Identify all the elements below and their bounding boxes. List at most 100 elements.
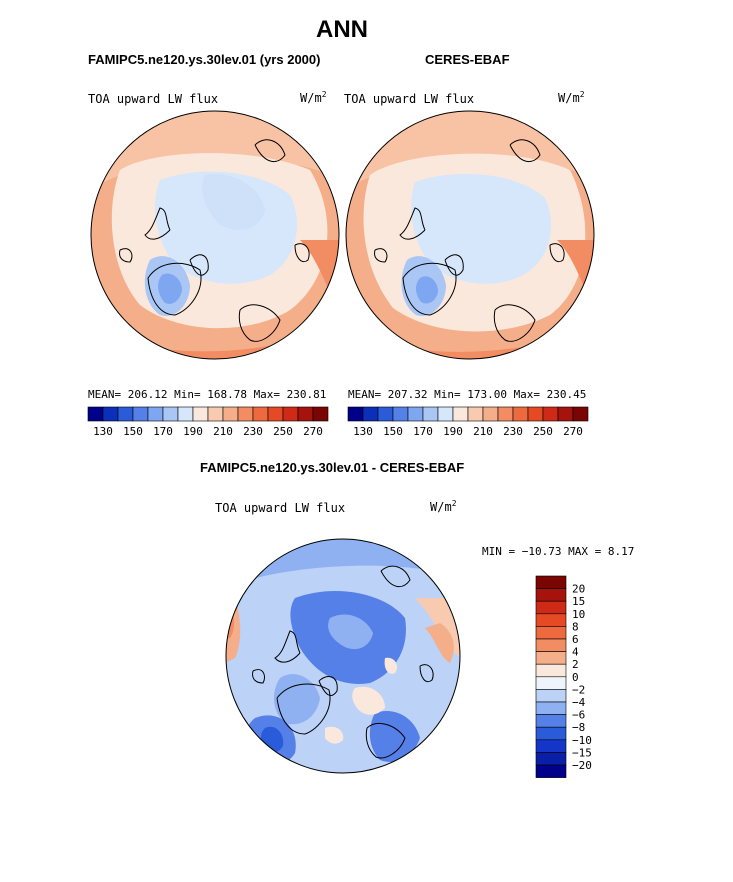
diff-colorbar-cell (535, 701, 567, 715)
diff-colorbar-tick-label: −20 (572, 759, 592, 772)
model-colorbar-cell (117, 406, 134, 422)
model-colorbar-cell (87, 406, 104, 422)
diff-colorbar-tick-label: −6 (572, 709, 585, 722)
diff-polar-map (225, 538, 461, 774)
model-colorbar-tick-label: 150 (123, 425, 143, 438)
obs-map-border (345, 110, 595, 360)
diff-colorbar-tick-label: −4 (572, 696, 586, 709)
diff-colorbar-cell (535, 739, 567, 753)
obs-colorbar-cell (392, 406, 409, 422)
obs-colorbar-tick-label: 230 (503, 425, 523, 438)
model-colorbar-cell (147, 406, 164, 422)
model-colorbar-cell (177, 406, 194, 422)
diff-colorbar-cell (535, 726, 567, 741)
obs-colorbar-cell (377, 406, 394, 422)
obs-variable-label: TOA upward LW flux (344, 92, 475, 106)
diff-colorbar-tick-label: −2 (572, 683, 585, 696)
obs-colorbar-cell (497, 406, 514, 422)
obs-colorbar-cell (452, 406, 469, 422)
obs-colorbar-tick-label: 150 (383, 425, 403, 438)
diff-panel-header: FAMIPC5.ne120.ys.30lev.01 - CERES-EBAF (200, 460, 465, 475)
diff-colorbar-cell (535, 600, 567, 615)
obs-colorbar-tick-label: 130 (353, 425, 373, 438)
diff-colorbar-cell (535, 613, 567, 627)
model-colorbar-cell (222, 406, 239, 422)
diff-colorbar-tick-label: 15 (572, 595, 585, 608)
model-colorbar-tick-label: 250 (273, 425, 293, 438)
obs-colorbar-cell (422, 406, 439, 422)
model-colorbar-cell (207, 406, 224, 422)
obs-colorbar-cell (482, 406, 499, 422)
diff-colorbar-cell (535, 764, 567, 778)
obs-colorbar-tick-label: 190 (443, 425, 463, 438)
model-colorbar: 130 150 170 190 210 230 250 270 (87, 406, 329, 438)
diff-map-border (225, 538, 461, 774)
model-colorbar-cell (132, 406, 149, 422)
diff-units-text: W/m (430, 500, 452, 514)
obs-units-exp: 2 (579, 90, 585, 99)
diff-colorbar-tick-label: 0 (572, 671, 579, 684)
obs-colorbar-cell (407, 406, 424, 422)
model-colorbar-cell (192, 406, 209, 422)
obs-colorbar-tick-label: 250 (533, 425, 553, 438)
obs-colorbar-cell (572, 406, 589, 422)
model-colorbar-tick-label: 270 (303, 425, 323, 438)
diff-colorbar-cell (535, 638, 567, 652)
obs-stats: MEAN= 207.32 Min= 173.00 Max= 230.45 (348, 388, 587, 401)
diff-colorbar-cell (535, 752, 567, 766)
model-polar-map (90, 110, 340, 360)
diff-colorbar-tick-label: 8 (572, 620, 579, 633)
model-colorbar-tick-label: 130 (93, 425, 113, 438)
obs-colorbar: 130 150 170 190 210 230 250 270 (347, 406, 589, 438)
obs-colorbar-cell (527, 406, 544, 422)
diff-colorbar-cell (535, 588, 567, 602)
model-colorbar-cell (162, 406, 179, 422)
model-units-text: W/m (300, 91, 322, 105)
obs-colorbar-tick-label: 210 (473, 425, 493, 438)
diff-colorbar-cell (535, 651, 567, 665)
model-stats: MEAN= 206.12 Min= 168.78 Max= 230.81 (88, 388, 327, 401)
diff-colorbar-cell (535, 689, 567, 703)
model-colorbar-tick-label: 170 (153, 425, 173, 438)
model-units-label: W/m2 (300, 90, 327, 105)
model-colorbar-tick-label: 210 (213, 425, 233, 438)
model-variable-label: TOA upward LW flux (88, 92, 219, 106)
diff-colorbar-cell (535, 714, 567, 728)
diff-colorbar-tick-label: 20 (572, 583, 585, 596)
diff-colorbar-cell (535, 575, 567, 589)
obs-panel-header: CERES-EBAF (425, 52, 510, 67)
model-units-exp: 2 (321, 90, 327, 99)
obs-colorbar-cell (557, 406, 574, 422)
obs-units-text: W/m (558, 91, 580, 105)
model-colorbar-cell (252, 406, 269, 422)
model-panel-header: FAMIPC5.ne120.ys.30lev.01 (yrs 2000) (88, 52, 321, 67)
model-colorbar-tick-label: 230 (243, 425, 263, 438)
model-colorbar-cell (237, 406, 254, 422)
model-colorbar-tick-label: 190 (183, 425, 203, 438)
diff-colorbar-cell (535, 626, 567, 640)
diff-colorbar-cell (535, 676, 567, 690)
diff-colorbar-tick-label: −8 (572, 721, 585, 734)
diff-units-label: W/m2 (430, 499, 457, 514)
main-title: ANN (316, 16, 368, 43)
model-colorbar-cell (297, 406, 314, 422)
diff-colorbar-tick-label: −15 (572, 746, 592, 759)
obs-colorbar-cell (362, 406, 379, 422)
obs-colorbar-cell (512, 406, 529, 422)
obs-colorbar-cell (467, 406, 484, 422)
diff-variable-label: TOA upward LW flux (215, 501, 346, 515)
model-colorbar-cell (312, 406, 329, 422)
obs-units-label: W/m2 (558, 90, 585, 105)
obs-colorbar-cell (437, 406, 454, 422)
diff-coastlines (252, 565, 434, 759)
diff-colorbar-cell (535, 663, 567, 678)
diff-colorbar-tick-label: 4 (572, 646, 579, 659)
diff-colorbar-tick-label: −10 (572, 734, 592, 747)
obs-colorbar-tick-label: 170 (413, 425, 433, 438)
obs-colorbar-cell (347, 406, 364, 422)
model-colorbar-cell (267, 406, 284, 422)
diff-colorbar-tick-label: 2 (572, 658, 579, 671)
obs-colorbar-tick-label: 270 (563, 425, 583, 438)
obs-coastlines (374, 139, 565, 342)
